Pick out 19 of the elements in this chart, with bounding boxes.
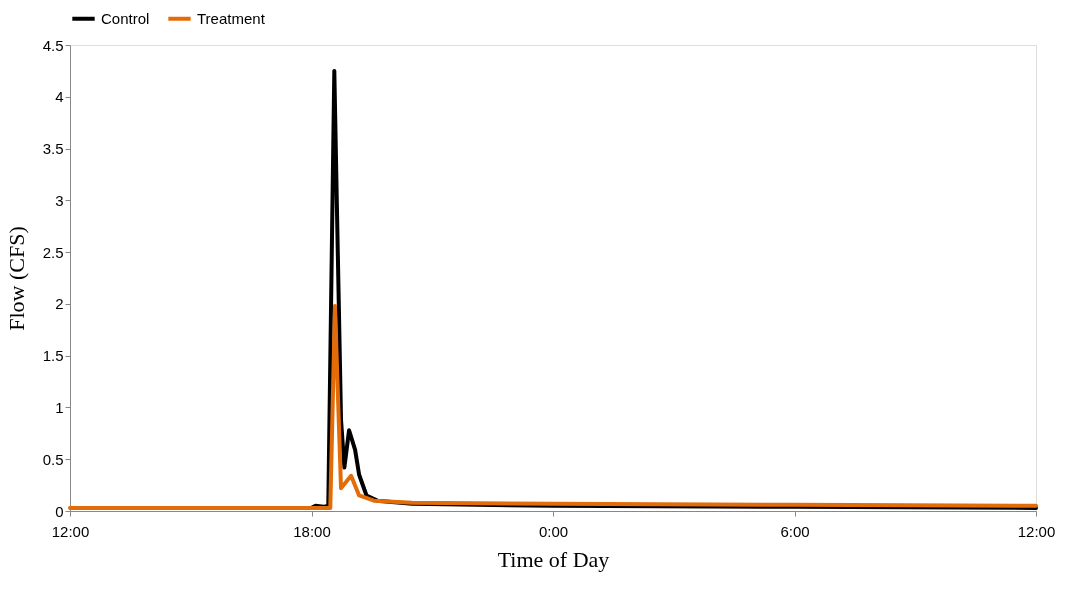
y-tick-label: 1 — [55, 398, 64, 416]
x-tick-label: 12:00 — [51, 522, 90, 540]
y-tick-label: 4.5 — [42, 36, 64, 54]
x-tick-label: 0:00 — [538, 522, 569, 540]
x-tick-label: 18:00 — [293, 522, 331, 540]
y-tick-label: 0.5 — [42, 450, 64, 468]
y-tick-label: 2 — [55, 295, 64, 313]
legend-label: Treatment — [197, 9, 266, 27]
y-tick-label: 1.5 — [42, 347, 64, 365]
legend-label: Control — [101, 9, 150, 27]
y-axis-title: Flow (CFS) — [3, 226, 29, 331]
x-tick-label: 12:00 — [1017, 522, 1056, 540]
y-tick-label: 3.5 — [42, 140, 64, 158]
y-tick-label: 4 — [55, 88, 64, 106]
x-tick-label: 6:00 — [780, 522, 810, 540]
y-tick-label: 2.5 — [42, 243, 64, 261]
y-tick-label: 0 — [55, 502, 64, 520]
x-axis-title: Time of Day — [497, 546, 610, 572]
y-tick-label: 3 — [55, 191, 64, 209]
